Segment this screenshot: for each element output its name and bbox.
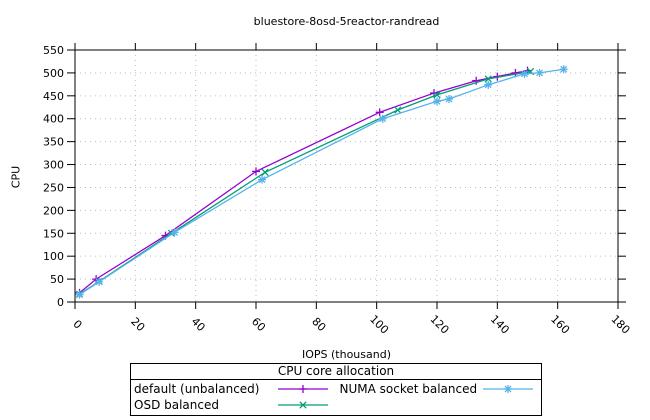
legend-sample-marker [298, 385, 307, 393]
x-tick-label: 0 [70, 317, 84, 331]
y-tick-label: 50 [50, 273, 64, 286]
y-tick-label: 100 [43, 250, 64, 263]
series-markers-1 [75, 67, 535, 298]
y-tick-label: 300 [43, 159, 64, 172]
y-tick-label: 0 [57, 296, 64, 309]
y-tick-label: 400 [43, 113, 64, 126]
series-line-1 [79, 70, 531, 295]
plot-border [74, 49, 619, 303]
legend-item-numa-socket-balanced: NUMA socket balanced [340, 381, 538, 397]
asterisk-marker-icon [483, 385, 533, 393]
y-tick-label: 450 [43, 90, 64, 103]
legend-title: CPU core allocation [131, 364, 541, 380]
x-tick-label: 140 [488, 313, 512, 337]
x-tick-label: 40 [189, 315, 208, 334]
x-tick-label: 120 [427, 313, 451, 337]
series-markers-0 [75, 66, 532, 297]
y-tick-label: 500 [43, 67, 64, 80]
x-tick-label: 160 [548, 313, 572, 337]
x-axis-label: IOPS (thousand) [301, 348, 391, 361]
legend-box: CPU core allocation default (unbalanced)… [130, 363, 542, 416]
plus-marker-icon [277, 385, 328, 393]
series-markers-2 [75, 65, 568, 299]
x-tick-label: 20 [128, 315, 147, 334]
legend-entries: default (unbalanced) OSD balanced NUMA soc… [131, 380, 541, 415]
legend-item-osd-balanced: OSD balanced [134, 397, 332, 413]
legend-sample-marker [504, 385, 512, 393]
legend-item-default-unbalanced-: default (unbalanced) [134, 381, 332, 397]
legend-item-label: OSD balanced [134, 398, 219, 412]
plot-canvas: 0 20 40 60 80 100 120 140 160 180 0 50 100 150 200 250 3… [43, 43, 632, 337]
y-tick-label: 200 [43, 204, 64, 217]
y-tick-label: 150 [43, 227, 64, 240]
x-tick-label: 100 [367, 313, 391, 337]
legend-item-label: NUMA socket balanced [339, 382, 478, 396]
series-line-2 [79, 68, 564, 296]
legend-sample-marker [298, 401, 307, 409]
y-tick-label: 550 [43, 44, 64, 57]
x-tick-label: 80 [309, 315, 328, 334]
series-line-0 [79, 69, 528, 294]
y-tick-label: 250 [43, 181, 64, 194]
cross-marker-icon [277, 401, 328, 409]
y-axis-label: CPU [9, 165, 23, 189]
chart-title: bluestore-8osd-5reactor-randread [253, 15, 440, 28]
y-tick-label: 350 [43, 136, 64, 149]
x-tick-label: 180 [608, 313, 632, 337]
legend-item-label: default (unbalanced) [134, 382, 260, 396]
x-tick-label: 60 [249, 315, 268, 334]
